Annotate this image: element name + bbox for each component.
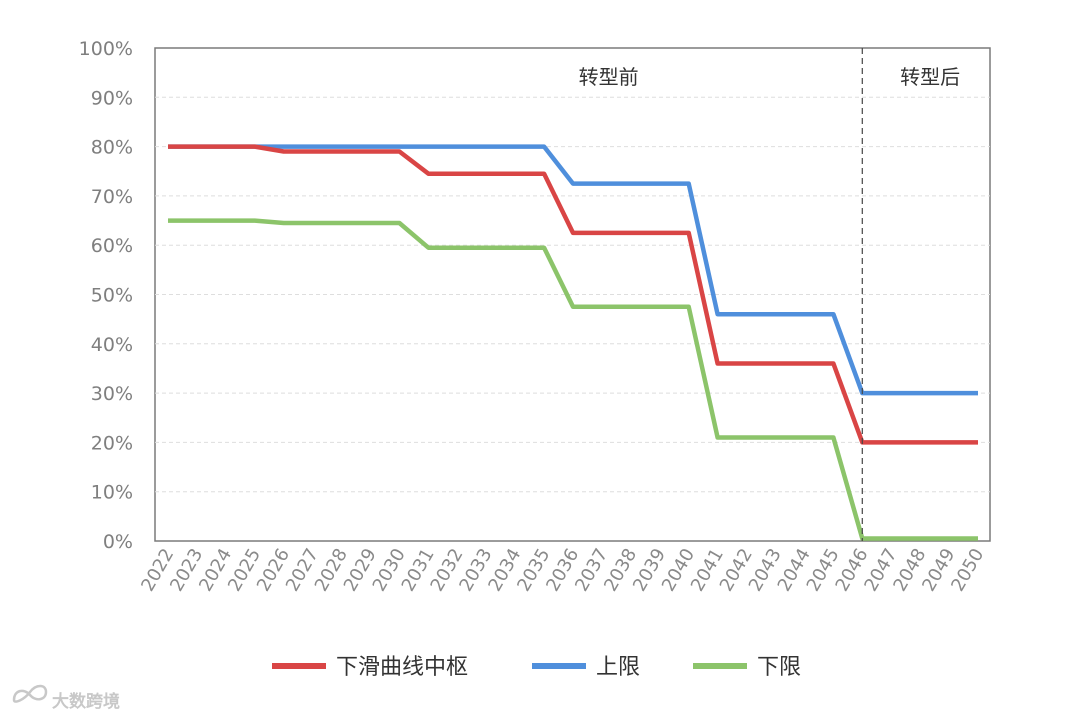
y-tick-label: 40% [91,334,133,356]
legend-item: 下限 [693,655,801,680]
y-tick-label: 100% [79,38,133,60]
region-label: 转型后 [900,65,960,89]
y-tick-label: 30% [91,383,133,405]
legend-item: 下滑曲线中枢 [272,655,468,680]
legend-item: 上限 [532,655,640,680]
x-axis-ticks: 2022202320242025202620272028202920302031… [137,545,988,595]
region-label: 转型前 [579,65,639,89]
legend-label: 下限 [757,655,801,680]
y-tick-label: 50% [91,285,133,307]
series-lines [167,144,979,541]
grid-lines [154,47,991,542]
y-tick-label: 80% [91,137,133,159]
y-axis-ticks: 0% 10% 20% 30% 40% 50% 60% 70% 80% 90% 100% [79,38,133,553]
y-tick-label: 70% [91,186,133,208]
y-tick-label: 20% [91,432,133,454]
y-tick-label: 90% [91,87,133,109]
infinity-logo-icon [12,684,48,703]
y-tick-label: 0% [103,531,133,553]
y-tick-label: 10% [91,482,133,504]
y-tick-label: 60% [91,235,133,257]
legend-label: 下滑曲线中枢 [336,655,468,680]
legend-label: 上限 [596,655,640,680]
watermark-text: 大数跨境 [52,691,120,712]
region-annotations: 转型前 转型后 [579,48,960,541]
legend: 下滑曲线中枢 上限 下限 [272,655,801,680]
watermark: 大数跨境 [12,684,120,712]
